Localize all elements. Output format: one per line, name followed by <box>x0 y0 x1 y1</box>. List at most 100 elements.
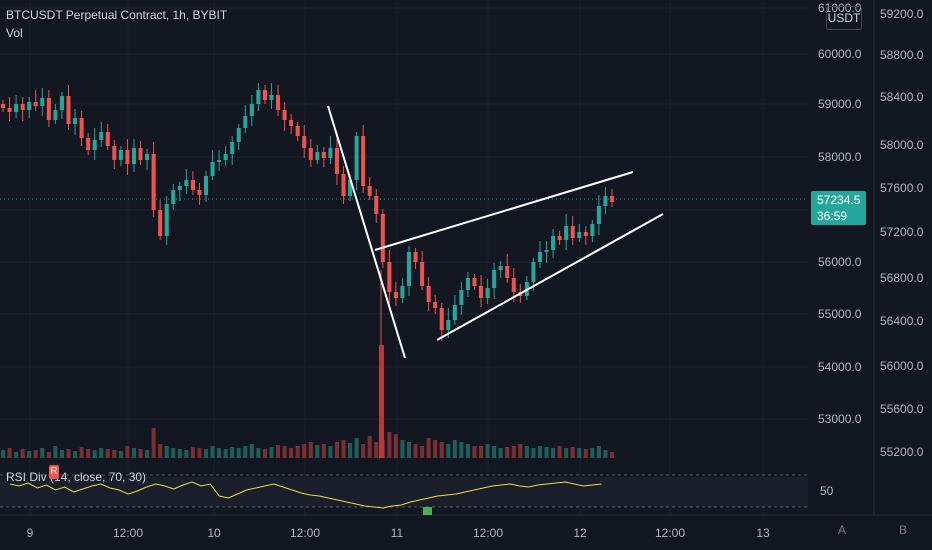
volume-bar <box>498 448 503 458</box>
candle-body <box>295 126 300 136</box>
price-label-right: 56800.0 <box>880 271 924 285</box>
candle-body <box>40 98 45 106</box>
volume-bar <box>295 446 300 458</box>
volume-bar <box>400 440 405 458</box>
volume-bar <box>439 442 444 458</box>
price-label-right: 58800.0 <box>880 48 924 62</box>
log-scale-button[interactable]: B <box>899 523 908 537</box>
symbol-title[interactable]: BTCUSDT Perpetual Contract, 1h, BYBIT <box>6 8 228 22</box>
candle-body <box>282 110 287 120</box>
candle-body <box>118 150 123 160</box>
volume-bar <box>596 446 601 458</box>
candle-body <box>544 250 549 252</box>
candle-body <box>420 262 425 286</box>
left-price-axis <box>808 0 874 515</box>
candle-body <box>472 278 477 286</box>
volume-bar <box>53 446 58 458</box>
candle-body <box>393 292 398 298</box>
volume-bar <box>570 447 575 458</box>
candle-body <box>86 138 91 150</box>
time-label: 13 <box>756 526 770 540</box>
price-label-left: 61000.0 <box>818 1 862 15</box>
candle-body <box>145 154 150 160</box>
volume-bar-spike <box>379 345 384 458</box>
volume-bar <box>511 446 516 458</box>
price-label-left: 60000.0 <box>818 47 862 61</box>
candle-body <box>433 302 438 308</box>
price-label-left: 56000.0 <box>818 255 862 269</box>
current-price-value: 57234.5 <box>817 193 861 207</box>
candle-body <box>551 236 556 250</box>
volume-bar <box>243 446 248 458</box>
volume-bar <box>249 444 254 458</box>
volume-bar <box>184 450 189 458</box>
candle-body <box>603 196 608 206</box>
volume-bar <box>171 448 176 458</box>
candle-body <box>609 196 615 202</box>
candle-body <box>197 190 202 195</box>
price-label-right: 59200.0 <box>880 7 924 21</box>
trendline-falling <box>327 105 406 359</box>
volume-bar <box>86 449 91 458</box>
time-label: 12 <box>573 526 587 540</box>
volume-bar <box>105 449 110 458</box>
candle-body <box>184 180 189 186</box>
candle-body <box>177 186 182 190</box>
candle-body <box>387 262 392 292</box>
price-label-right: 57200.0 <box>880 225 924 239</box>
volume-bar <box>524 446 529 458</box>
volume-bar <box>583 449 588 458</box>
candle-body <box>400 286 405 298</box>
candle-body <box>446 320 451 330</box>
volume-bar <box>531 448 536 458</box>
candle-body <box>557 236 562 240</box>
candle-body <box>190 180 195 190</box>
candle-body <box>92 140 97 150</box>
volume-indicator-label[interactable]: Vol <box>6 26 23 40</box>
candle-body <box>452 305 457 320</box>
volume-bar <box>577 448 582 458</box>
candle-body <box>230 142 235 154</box>
candle-body <box>210 162 215 176</box>
candle-body <box>66 96 71 124</box>
candle-body <box>203 176 209 195</box>
candle-body <box>465 278 470 290</box>
candle-body <box>596 206 601 224</box>
volume-bar <box>164 446 169 458</box>
candle-body <box>27 102 32 110</box>
time-label: 11 <box>391 526 404 540</box>
volume-bar <box>505 447 510 458</box>
candle-body <box>583 232 588 236</box>
volume-bar <box>262 449 267 458</box>
volume-bar <box>302 444 307 458</box>
candle-body <box>33 102 38 106</box>
volume-bar <box>33 450 38 458</box>
volume-bar <box>14 452 19 458</box>
price-label-right: 55600.0 <box>880 402 924 416</box>
price-label-right: 56400.0 <box>880 314 924 328</box>
volume-bar <box>282 446 287 458</box>
rsi-indicator-legend[interactable]: RSI Div (14, close, 70, 30) <box>6 470 147 484</box>
currency-selector[interactable]: USDT <box>826 6 862 30</box>
volume-bar <box>341 440 346 458</box>
auto-scale-button[interactable]: A <box>838 523 847 537</box>
volume-bar <box>564 448 569 458</box>
candle-body <box>459 290 464 305</box>
price-label-left: 58000.0 <box>818 150 862 164</box>
candle-body <box>341 174 346 196</box>
volume-bar <box>367 436 372 458</box>
volume-bar <box>603 450 608 458</box>
time-label: 10 <box>207 526 221 540</box>
candle-body <box>151 154 156 210</box>
candle-body <box>7 108 12 112</box>
volume-bar <box>348 443 353 458</box>
candle-body <box>354 136 359 180</box>
volume-bar <box>92 450 97 458</box>
volume-bar <box>46 452 51 458</box>
volume-bar <box>472 446 477 458</box>
volume-bar <box>492 446 497 458</box>
candle-body <box>505 266 510 278</box>
candle-body <box>14 104 19 112</box>
